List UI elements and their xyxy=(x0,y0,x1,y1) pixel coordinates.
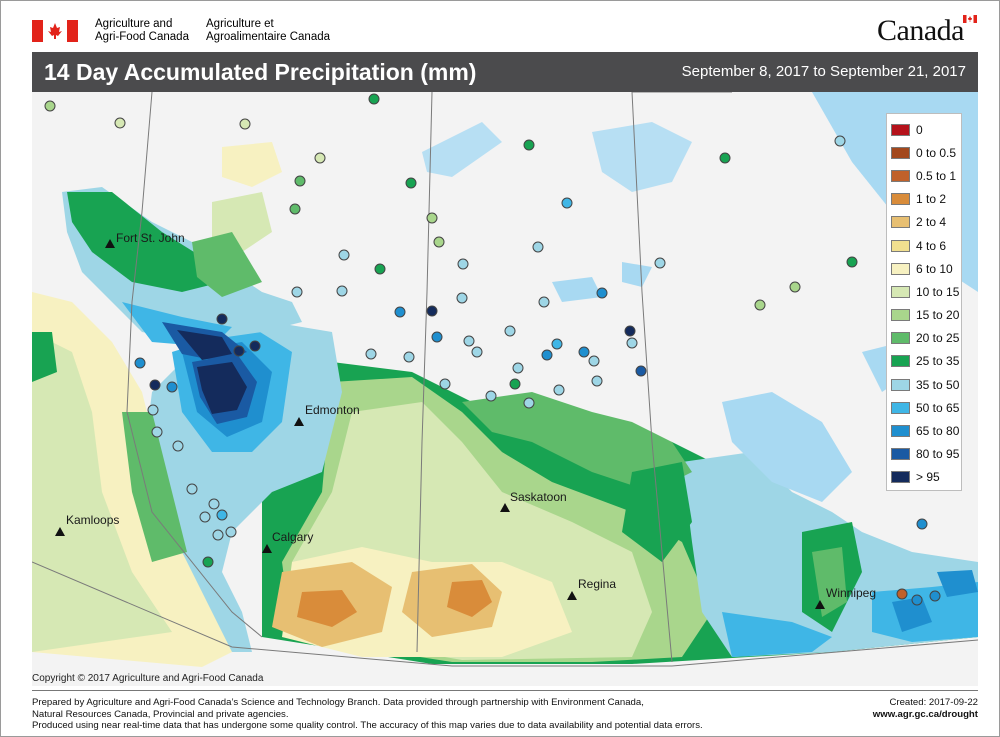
legend-label: 50 to 65 xyxy=(916,400,960,415)
department-name-french: Agriculture et Agroalimentaire Canada xyxy=(206,18,330,44)
footer-line2: Natural Resources Canada, Provincial and… xyxy=(32,708,289,720)
dept-fr-line1: Agriculture et xyxy=(206,18,274,30)
city-markers xyxy=(55,239,825,609)
city-label-edmonton: Edmonton xyxy=(305,403,360,417)
legend-swatch xyxy=(891,193,910,206)
date-range: September 8, 2017 to September 21, 2017 xyxy=(681,63,966,80)
legend-item: 1 to 2 xyxy=(891,188,961,211)
legend-label: 2 to 4 xyxy=(916,215,947,230)
legend-item: 50 to 65 xyxy=(891,396,961,419)
legend-item: > 95 xyxy=(891,466,961,489)
legend-swatch xyxy=(891,262,910,275)
header: Agriculture and Agri-Food Canada Agricul… xyxy=(0,0,1000,52)
legend-swatch xyxy=(891,332,910,345)
legend-label: 80 to 95 xyxy=(916,447,960,462)
legend-item: 65 to 80 xyxy=(891,419,961,442)
legend-item: 0 xyxy=(891,118,961,141)
legend-item: 10 to 15 xyxy=(891,280,961,303)
precipitation-map: Fort St. John Edmonton Kamloops Calgary … xyxy=(32,92,978,686)
footer-divider xyxy=(32,690,978,691)
legend-item: 35 to 50 xyxy=(891,373,961,396)
legend-label: 6 to 10 xyxy=(916,261,953,276)
legend-swatch xyxy=(891,239,910,252)
legend-label: 15 to 20 xyxy=(916,308,960,323)
legend-label: 0.5 to 1 xyxy=(916,168,957,183)
legend-label: 4 to 6 xyxy=(916,238,947,253)
legend-item: 6 to 10 xyxy=(891,257,961,280)
city-label-regina: Regina xyxy=(578,577,617,591)
legend-swatch xyxy=(891,448,910,461)
city-label-winnipeg: Winnipeg xyxy=(826,586,877,600)
legend-swatch xyxy=(891,146,910,159)
dept-en-line1: Agriculture and xyxy=(95,18,173,30)
legend-label: 10 to 15 xyxy=(916,284,960,299)
legend-label: > 95 xyxy=(916,470,940,485)
legend-swatch xyxy=(891,169,910,182)
canada-flag-icon xyxy=(32,20,78,42)
legend-label: 35 to 50 xyxy=(916,377,960,392)
legend-swatch xyxy=(891,285,910,298)
legend-label: 25 to 35 xyxy=(916,354,960,369)
legend-item: 0 to 0.5 xyxy=(891,141,961,164)
legend-item: 80 to 95 xyxy=(891,443,961,466)
legend-label: 20 to 25 xyxy=(916,331,960,346)
city-label-kamloops: Kamloops xyxy=(66,513,120,527)
legend-item: 20 to 25 xyxy=(891,327,961,350)
legend-swatch xyxy=(891,123,910,136)
legend-item: 25 to 35 xyxy=(891,350,961,373)
map-canvas xyxy=(32,92,978,686)
legend-item: 0.5 to 1 xyxy=(891,164,961,187)
drought-url-link[interactable]: www.agr.gc.ca/drought xyxy=(872,708,978,720)
legend-label: 0 to 0.5 xyxy=(916,145,957,160)
canada-wordmark: Canada xyxy=(877,14,964,47)
footer-line3: Produced using near real-time data that … xyxy=(32,720,703,731)
legend-item: 15 to 20 xyxy=(891,304,961,327)
city-label-fort-st-john: Fort St. John xyxy=(116,231,185,245)
dept-fr-line2: Agroalimentaire Canada xyxy=(206,31,331,43)
legend-label: 1 to 2 xyxy=(916,192,947,207)
legend-item: 2 to 4 xyxy=(891,211,961,234)
city-label-calgary: Calgary xyxy=(272,530,314,544)
city-label-saskatoon: Saskatoon xyxy=(510,490,567,504)
legend-swatch xyxy=(891,401,910,414)
legend-swatch xyxy=(891,425,910,438)
station-dots xyxy=(44,93,941,606)
footer-line1: Prepared by Agriculture and Agri-Food Ca… xyxy=(32,697,644,708)
department-name-english: Agriculture and Agri-Food Canada xyxy=(95,18,189,44)
created-date: Created: 2017-09-22 xyxy=(889,697,978,708)
wordmark-flag-icon xyxy=(963,15,977,23)
map-title: 14 Day Accumulated Precipitation (mm) xyxy=(44,59,477,85)
copyright-text: Copyright © 2017 Agriculture and Agri-Fo… xyxy=(32,673,264,684)
legend-item: 4 to 6 xyxy=(891,234,961,257)
footer-notes: Prepared by Agriculture and Agri-Food Ca… xyxy=(32,697,832,732)
legend-label: 0 xyxy=(916,122,923,137)
dept-en-line2: Agri-Food Canada xyxy=(95,31,189,43)
legend-swatch xyxy=(891,378,910,391)
legend-swatch xyxy=(891,471,910,484)
legend-swatch xyxy=(891,355,910,368)
footer-right: Created: 2017-09-22 www.agr.gc.ca/drough… xyxy=(873,697,978,720)
title-bar: 14 Day Accumulated Precipitation (mm) Se… xyxy=(32,52,978,92)
legend-swatch xyxy=(891,216,910,229)
legend: 0 0 to 0.5 0.5 to 1 1 to 2 2 to 4 4 to 6 6 to … xyxy=(886,113,962,491)
legend-swatch xyxy=(891,309,910,322)
legend-label: 65 to 80 xyxy=(916,424,960,439)
